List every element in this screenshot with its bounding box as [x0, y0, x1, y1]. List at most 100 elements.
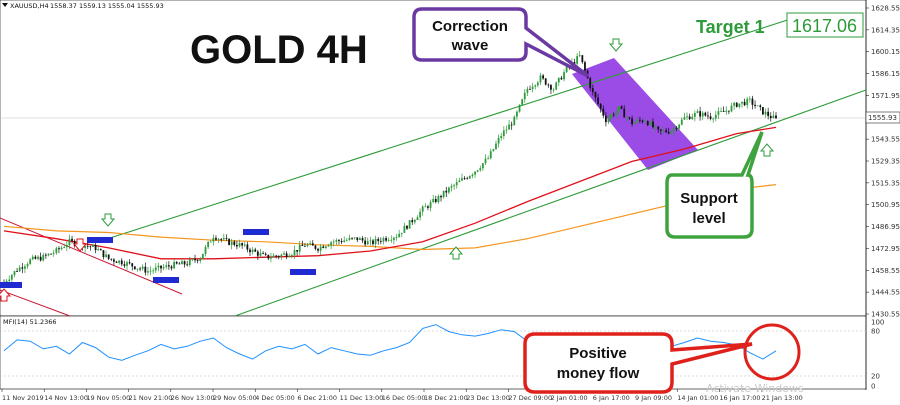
candle-body — [133, 266, 136, 270]
candle-body — [510, 124, 513, 126]
candle-body — [68, 238, 71, 246]
candle-body — [471, 174, 474, 176]
candle-body — [696, 111, 699, 113]
candle-body — [131, 263, 134, 267]
candle-body — [725, 110, 728, 112]
price-tick-label: 1486.95 — [871, 223, 900, 231]
candle-body — [398, 233, 401, 238]
candle-body — [497, 137, 500, 144]
candle-body — [154, 267, 157, 271]
time-tick-label: 29 Nov 05:00 — [213, 394, 257, 402]
candle-body — [113, 259, 115, 262]
candle-body — [249, 249, 251, 253]
candle-body — [644, 121, 647, 122]
candle-body — [256, 251, 259, 256]
candle-body — [762, 107, 764, 115]
candle-body — [60, 247, 63, 250]
price-tick-label: 1515.35 — [871, 179, 900, 187]
candle-body — [738, 103, 741, 107]
candle-body — [37, 256, 39, 259]
candle-body — [735, 102, 738, 107]
candle-body — [552, 89, 555, 91]
candle-body — [733, 102, 736, 106]
time-tick-label: 23 Dec 13:00 — [466, 394, 510, 402]
candle-body — [322, 246, 325, 249]
candle-body — [413, 220, 416, 223]
candle-body — [686, 116, 688, 118]
candle-body — [149, 270, 152, 272]
candle-body — [688, 116, 691, 120]
swing-marker — [290, 269, 316, 275]
candle-body — [31, 256, 34, 260]
mfi-tick-label: 100 — [871, 319, 884, 327]
candle-body — [678, 124, 681, 129]
candle-body — [400, 232, 403, 234]
candle-body — [188, 259, 191, 266]
time-tick-label: 18 Dec 21:00 — [424, 394, 468, 402]
current-price-tag — [865, 111, 900, 124]
candle-body — [602, 108, 605, 116]
price-tick-label: 1600.15 — [871, 48, 900, 56]
candle-body — [280, 254, 283, 257]
current-price-value: 1555.93 — [868, 114, 897, 122]
candle-body — [581, 55, 584, 63]
candle-body — [126, 262, 128, 266]
candle-body — [393, 237, 395, 240]
correction-callout-line2: wave — [451, 37, 489, 54]
candle-body — [272, 255, 275, 258]
candle-body — [199, 258, 202, 262]
candle-body — [181, 261, 183, 265]
candle-body — [717, 111, 720, 115]
price-tick-label: 1444.55 — [871, 289, 900, 297]
candle-body — [612, 114, 615, 116]
candle-body — [301, 244, 304, 246]
chart-title: GOLD 4H — [190, 28, 368, 72]
candle-body — [769, 115, 772, 119]
price-tick-label: 1571.95 — [871, 92, 900, 100]
candle-body — [115, 261, 118, 263]
candle-body — [756, 105, 759, 107]
candle-body — [641, 120, 644, 122]
correction-wave-callout: Correction wave — [412, 7, 590, 78]
target-value-box — [786, 12, 864, 38]
candle-body — [518, 104, 521, 112]
candle-body — [659, 129, 662, 131]
candle-body — [170, 266, 173, 269]
candle-body — [55, 248, 58, 253]
candle-body — [379, 241, 382, 242]
candle-body — [382, 238, 385, 242]
candle-body — [673, 127, 675, 132]
candle-body — [306, 244, 309, 247]
candle-body — [458, 180, 461, 183]
mfi-tick-label: 0 — [871, 383, 875, 391]
candle-body — [479, 168, 482, 171]
candle-body — [419, 211, 421, 218]
candle-body — [73, 240, 76, 246]
symbol-dropdown-icon[interactable] — [2, 3, 8, 7]
candle-body — [701, 112, 704, 117]
candle-body — [442, 190, 445, 198]
candle-body — [18, 267, 21, 272]
candle-body — [204, 247, 207, 254]
candle-body — [191, 258, 194, 260]
candle-body — [201, 253, 204, 259]
candle-body — [649, 121, 652, 126]
candle-body — [123, 264, 126, 266]
candle-body — [536, 82, 539, 86]
price-tick-label: 1500.95 — [871, 201, 900, 209]
candle-body — [264, 253, 267, 255]
candle-body — [304, 245, 306, 247]
candle-body — [50, 253, 53, 255]
candle-body — [607, 118, 610, 123]
candle-body — [453, 185, 456, 187]
time-tick-label: 6 Jan 17:00 — [593, 394, 630, 402]
candle-body — [243, 244, 246, 246]
candle-body — [578, 55, 581, 57]
ma-orange-line — [3, 184, 777, 251]
candle-body — [21, 267, 24, 269]
candle-body — [474, 171, 476, 175]
candle-body — [466, 178, 469, 180]
candle-body — [270, 257, 272, 259]
candle-body — [262, 253, 264, 254]
